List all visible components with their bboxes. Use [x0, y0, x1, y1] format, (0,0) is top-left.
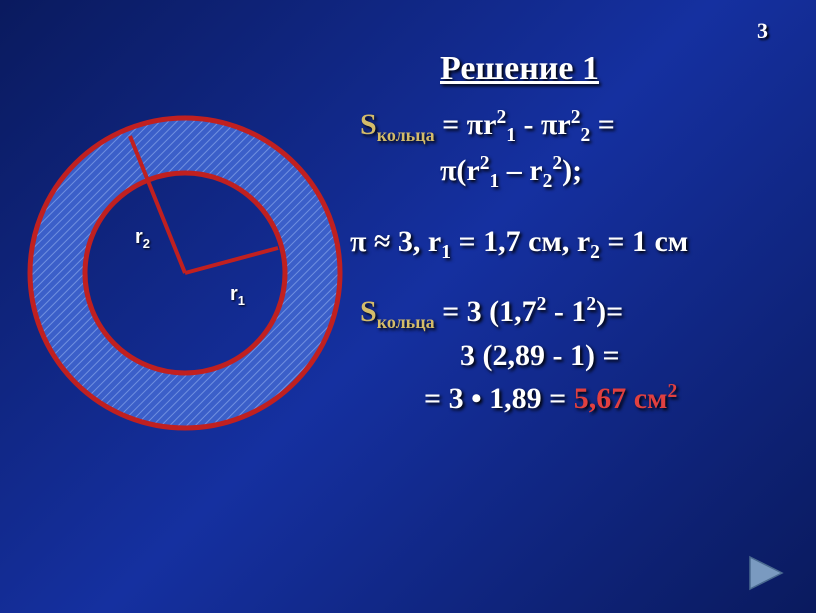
calc-line-1: Sкольца = 3 (1,72 - 12)=	[360, 292, 800, 334]
ring-svg	[20, 108, 350, 438]
ring-diagram: r1 r2	[20, 108, 350, 438]
calc-line-2: 3 (2,89 - 1) =	[360, 336, 800, 377]
solution-title: Решение 1	[440, 50, 599, 88]
values-line: π ≈ 3, r1 = 1,7 см, r2 = 1 см	[350, 222, 800, 266]
next-icon	[744, 551, 788, 595]
r1-label: r1	[230, 283, 245, 308]
solution-body: Sкольца = πr21 - πr22 = π(r21 – r22); π …	[360, 105, 800, 421]
page-number: 3	[757, 18, 768, 44]
calc-line-3: = 3 • 1,89 = 5,67 см2	[360, 379, 800, 420]
r2-label: r2	[135, 226, 150, 251]
formula-line-1: Sкольца = πr21 - πr22 =	[360, 105, 800, 149]
next-button[interactable]	[744, 551, 788, 595]
formula-line-2: π(r21 – r22);	[360, 151, 800, 195]
